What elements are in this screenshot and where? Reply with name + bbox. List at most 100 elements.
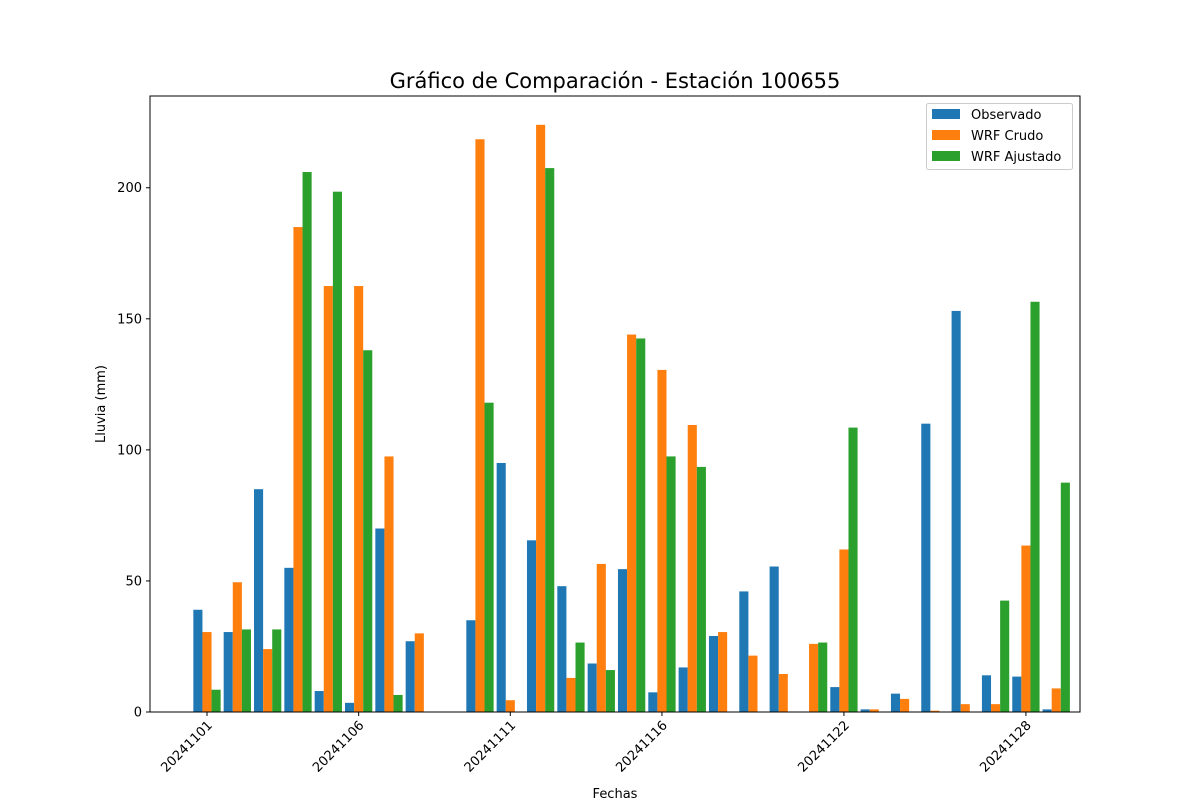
bar-observado-27	[981, 675, 992, 712]
bar-wrf-crudo-23	[869, 709, 879, 712]
bar-wrf-ajustado-6	[363, 350, 373, 712]
bar-observado-13	[557, 586, 567, 712]
bar-wrf-crudo-16	[657, 369, 667, 712]
bar-wrf-ajustado-4	[302, 172, 312, 712]
y-tick-label: 0	[134, 706, 142, 721]
bar-observado-25	[921, 423, 931, 712]
bar-wrf-crudo-25	[930, 710, 940, 712]
chart-title: Gráfico de Comparación - Estación 100655	[390, 69, 841, 93]
bar-observado-5	[314, 691, 324, 712]
bar-observado-29	[1042, 709, 1052, 712]
x-tick-label: 20241122	[795, 718, 852, 775]
bar-wrf-crudo-27	[991, 704, 1001, 712]
bar-wrf-crudo-13	[566, 677, 576, 712]
x-tick-label: 20241128	[977, 718, 1034, 775]
bar-wrf-ajustado-3	[272, 629, 282, 712]
x-tick-label: 20241101	[158, 718, 215, 775]
bar-wrf-crudo-14	[596, 563, 606, 712]
bar-observado-23	[860, 709, 870, 712]
bar-wrf-crudo-22	[839, 549, 849, 712]
bar-wrf-crudo-15	[627, 334, 637, 712]
bar-wrf-ajustado-1	[211, 689, 221, 712]
bar-observado-8	[405, 641, 415, 712]
x-tick-label: 20241116	[613, 718, 670, 775]
bar-wrf-crudo-7	[384, 456, 394, 712]
bar-observado-22	[830, 687, 840, 712]
legend-swatch	[932, 151, 960, 161]
bar-observado-17	[678, 667, 688, 712]
bar-wrf-crudo-12	[536, 124, 546, 712]
y-axis: 0 50 100 150 200	[117, 181, 150, 721]
bar-wrf-crudo-21	[809, 643, 819, 712]
bar-observado-16	[648, 692, 658, 712]
bar-wrf-ajustado-13	[575, 642, 585, 712]
y-axis-label: Lluvia (mm)	[94, 365, 109, 443]
x-tick-label: 20241111	[462, 718, 519, 775]
bar-observado-4	[284, 567, 294, 712]
bar-wrf-crudo-4	[293, 227, 303, 712]
bar-observado-19	[739, 591, 749, 712]
legend-box	[926, 103, 1073, 170]
y-tick-label: 50	[125, 574, 142, 589]
bar-wrf-crudo-24	[900, 698, 910, 712]
bar-wrf-crudo-5	[323, 286, 333, 712]
bar-wrf-crudo-18	[718, 632, 728, 712]
bar-wrf-crudo-1	[202, 632, 212, 712]
legend-swatch	[932, 109, 960, 119]
bar-wrf-ajustado-29	[1060, 482, 1070, 712]
bar-wrf-ajustado-12	[545, 168, 555, 713]
y-tick-label: 200	[117, 181, 142, 196]
bar-wrf-crudo-2	[232, 582, 242, 712]
bar-observado-10	[466, 620, 476, 712]
bar-observado-6	[345, 702, 355, 712]
bars-group	[193, 124, 1070, 713]
bar-wrf-crudo-10	[475, 139, 485, 712]
legend: Observado WRF Crudo WRF Ajustado	[926, 103, 1073, 170]
bar-wrf-ajustado-7	[393, 694, 403, 712]
bar-wrf-ajustado-21	[818, 642, 828, 712]
bar-wrf-crudo-29	[1051, 688, 1061, 712]
bar-observado-1	[193, 609, 203, 712]
bar-observado-12	[526, 540, 537, 712]
bar-wrf-ajustado-28	[1030, 301, 1040, 712]
bar-observado-18	[708, 635, 719, 712]
bar-observado-2	[223, 632, 233, 712]
legend-swatch	[932, 130, 960, 140]
bar-wrf-crudo-20	[778, 673, 788, 712]
bar-wrf-ajustado-22	[848, 427, 858, 712]
bar-wrf-crudo-6	[354, 286, 364, 712]
legend-entry-label: WRF Ajustado	[971, 150, 1061, 165]
bar-wrf-ajustado-17	[696, 466, 706, 712]
legend-entry-label: Observado	[971, 108, 1042, 123]
bar-wrf-crudo-17	[687, 424, 697, 712]
bar-wrf-ajustado-5	[332, 191, 342, 712]
bar-observado-26	[951, 310, 961, 712]
bar-observado-24	[890, 693, 901, 712]
bar-observado-15	[617, 569, 628, 712]
x-tick-label: 20241106	[310, 718, 367, 775]
bar-observado-20	[769, 566, 779, 712]
bar-wrf-crudo-28	[1021, 545, 1031, 712]
bar-wrf-ajustado-16	[666, 456, 676, 712]
x-axis: 20241101 20241106 20241111 20241116 20241122…	[158, 712, 1035, 776]
x-axis-label: Fechas	[593, 787, 638, 800]
y-tick-label: 100	[117, 443, 142, 458]
legend-entry-label: WRF Crudo	[971, 129, 1043, 144]
bar-wrf-ajustado-10	[484, 402, 494, 712]
bar-observado-11	[496, 462, 506, 712]
bar-wrf-crudo-26	[960, 704, 970, 712]
bar-observado-7	[375, 528, 385, 712]
bar-wrf-crudo-11	[505, 700, 515, 712]
bar-wrf-crudo-3	[263, 649, 273, 712]
bar-wrf-ajustado-2	[241, 629, 251, 712]
bar-wrf-ajustado-14	[605, 670, 615, 712]
bar-wrf-ajustado-27	[1000, 600, 1010, 712]
bar-wrf-ajustado-15	[636, 338, 646, 712]
bar-wrf-crudo-19	[748, 655, 758, 712]
bar-observado-3	[254, 489, 264, 712]
y-tick-label: 150	[117, 312, 142, 327]
bar-wrf-crudo-8	[414, 633, 424, 712]
bar-observado-28	[1012, 676, 1022, 712]
bar-observado-14	[587, 663, 597, 712]
